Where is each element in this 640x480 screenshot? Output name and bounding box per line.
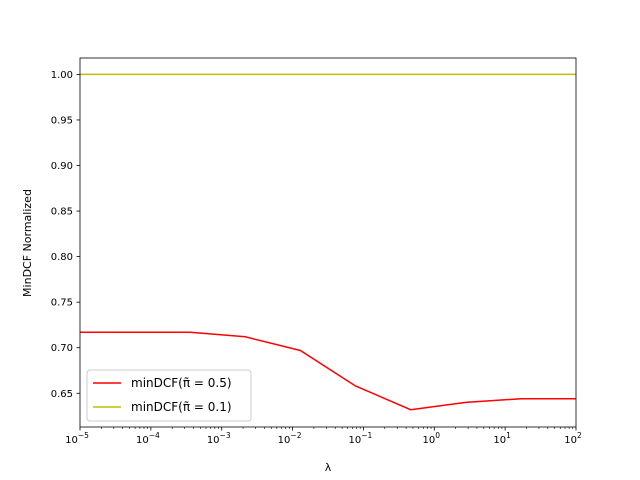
y-tick-label-6: 0.95 bbox=[51, 115, 73, 126]
y-tick-label-3: 0.80 bbox=[51, 252, 73, 263]
x-tick-exponent-6: 1 bbox=[506, 431, 511, 440]
legend-box bbox=[86, 369, 252, 422]
y-tick-label-7: 1.00 bbox=[51, 70, 73, 81]
axes-frame bbox=[79, 57, 577, 428]
x-tick-exponent-4: −1 bbox=[361, 431, 372, 440]
y-axis: 0.65 0.70 0.75 0.80 0.85 0.90 0.95 1.00 bbox=[51, 70, 80, 400]
x-tick-exponent-2: −3 bbox=[220, 431, 231, 440]
y-tick-label-2: 0.75 bbox=[51, 298, 73, 309]
x-axis: 10−5 10−4 10−3 10−2 10−1 100 101 102 bbox=[65, 427, 582, 446]
legend: minDCF(π̃ = 0.5) minDCF(π̃ = 0.1) bbox=[86, 369, 252, 422]
series-line-1 bbox=[80, 331, 576, 411]
x-axis-label: λ bbox=[325, 461, 332, 474]
legend-label-1: minDCF(π̃ = 0.5) bbox=[131, 376, 232, 390]
x-tick-exponent-7: 2 bbox=[577, 431, 582, 440]
y-tick-label-5: 0.90 bbox=[51, 161, 73, 172]
x-tick-exponent-1: −4 bbox=[149, 431, 160, 440]
x-tick-exponent-3: −2 bbox=[290, 431, 301, 440]
plot-area bbox=[79, 57, 577, 428]
y-axis-label: MinDCF Normalized bbox=[21, 189, 34, 297]
y-tick-label-1: 0.70 bbox=[51, 343, 73, 354]
y-tick-label-4: 0.85 bbox=[51, 207, 73, 218]
legend-label-2: minDCF(π̃ = 0.1) bbox=[131, 400, 232, 414]
x-tick-exponent-5: 0 bbox=[435, 431, 440, 440]
x-tick-exponent-0: −5 bbox=[78, 431, 89, 440]
y-tick-label-0: 0.65 bbox=[51, 389, 73, 400]
